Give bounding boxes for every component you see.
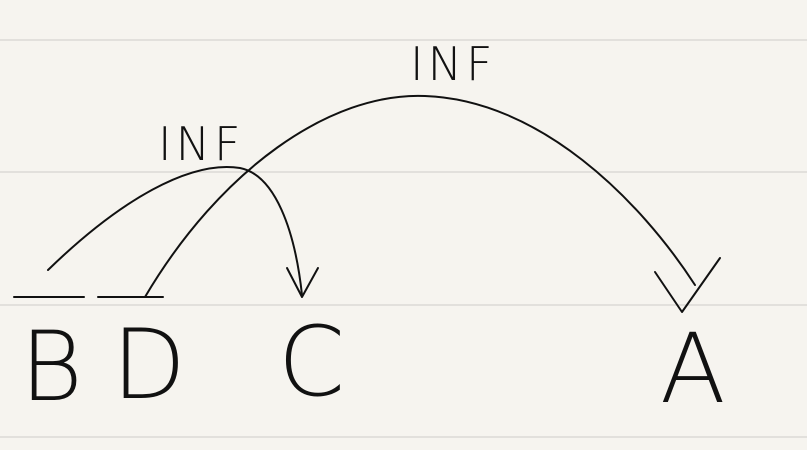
edge-arc: [144, 94, 696, 298]
arrow-head: [286, 267, 319, 298]
edge-label: INF: [410, 37, 496, 91]
node-label: C: [278, 306, 345, 418]
node-label: A: [660, 313, 726, 425]
node-label: D: [112, 309, 186, 421]
edge-label: INF: [158, 117, 244, 171]
arrow-head: [654, 257, 721, 313]
edge-arc: [47, 166, 303, 296]
node-label: B: [20, 311, 83, 423]
